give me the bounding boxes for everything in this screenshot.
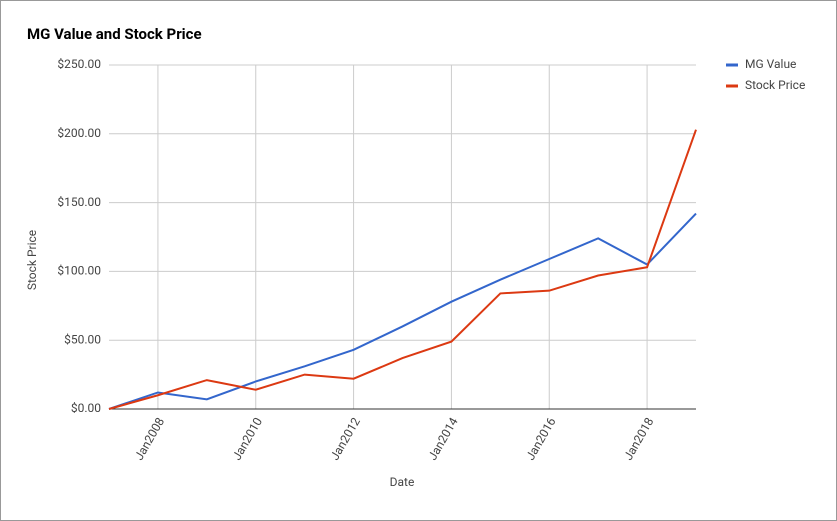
legend-label: MG Value — [745, 57, 796, 71]
series-line — [108, 129, 697, 410]
y-tick-label: $50.00 — [64, 332, 101, 346]
legend-label: Stock Price — [745, 78, 805, 92]
y-tick-label: $100.00 — [57, 264, 101, 278]
y-tick-label: $150.00 — [57, 195, 101, 209]
y-tick-label: $200.00 — [57, 126, 101, 140]
x-axis-title: Date — [390, 475, 415, 489]
y-tick-label: $0.00 — [71, 401, 101, 415]
series-line — [108, 212, 697, 410]
y-axis-title: Stock Price — [25, 230, 39, 290]
chart-title: MG Value and Stock Price — [27, 25, 202, 43]
y-tick-label: $250.00 — [57, 57, 101, 71]
